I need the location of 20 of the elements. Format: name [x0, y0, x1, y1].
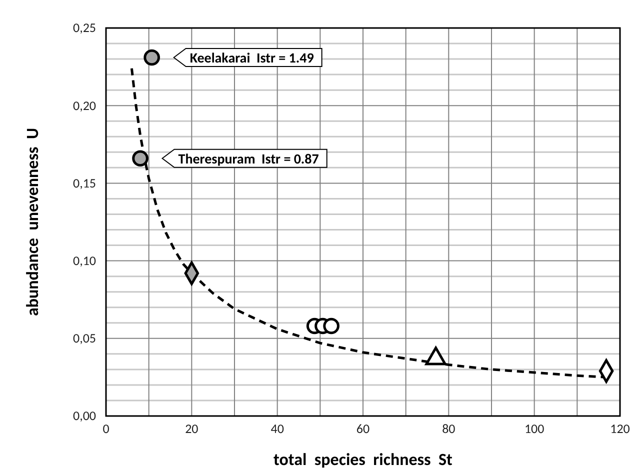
annotation: Keelakarai Istr = 1.49: [190, 49, 314, 66]
y-tick-label: 0,15: [72, 176, 96, 192]
annotation: Therespuram Istr = 0.87: [178, 150, 319, 168]
x-tick-label: 20: [185, 422, 199, 438]
x-tick-label: 0: [102, 422, 110, 438]
x-tick-label: 60: [356, 422, 370, 438]
point: [132, 150, 148, 167]
y-tick-label: 0,00: [72, 409, 96, 424]
y-tick-label: 0,10: [72, 254, 96, 269]
y-tick-label: 0,20: [72, 98, 96, 114]
y-tick-label: 0,25: [72, 21, 96, 36]
x-axis-title: total species richness St: [274, 449, 453, 470]
x-tick-label: 80: [442, 422, 456, 438]
x-tick-label: 120: [610, 422, 630, 438]
x-tick-label: 100: [524, 422, 545, 438]
y-tick-label: 0,05: [72, 332, 96, 347]
x-tick-label: 40: [270, 422, 284, 438]
y-axis-title: abundance unevenness U: [22, 128, 43, 316]
point: [144, 49, 160, 66]
point: [323, 318, 340, 334]
